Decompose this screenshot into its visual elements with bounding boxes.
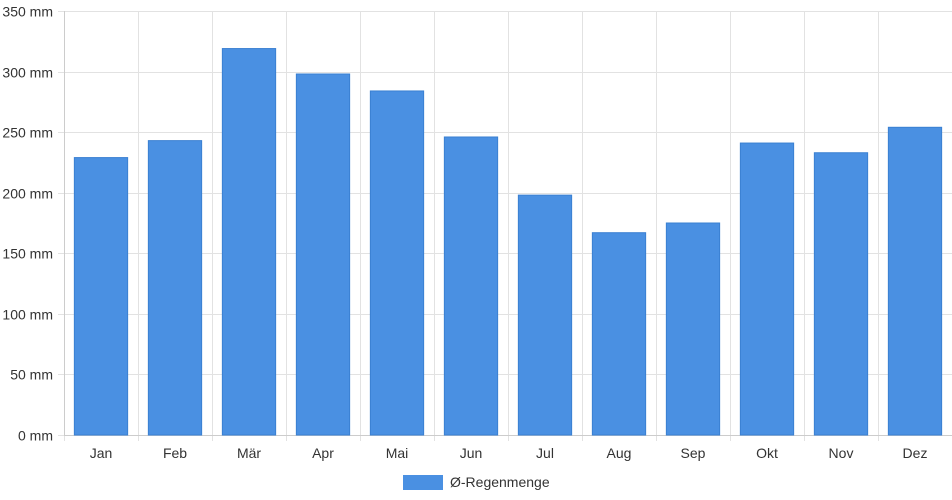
legend: Ø-Regenmenge	[403, 474, 550, 490]
x-tick-label: Okt	[756, 445, 778, 461]
bar[interactable]	[739, 142, 795, 436]
y-tick-label: 100 mm	[2, 307, 53, 323]
bar[interactable]	[73, 157, 129, 436]
bar[interactable]	[813, 152, 869, 436]
bar[interactable]	[369, 90, 425, 436]
bar[interactable]	[295, 73, 351, 436]
x-axis-ticks: Jan Feb Mär Apr Mai Jun Jul Aug Sep Okt Nov Dez	[90, 445, 928, 461]
axes	[64, 11, 952, 436]
y-tick-label: 150 mm	[2, 246, 53, 262]
bar-series	[73, 48, 943, 436]
x-tick-label: Jul	[536, 445, 554, 461]
x-tick-label: Sep	[681, 445, 706, 461]
bar[interactable]	[221, 48, 277, 436]
bar[interactable]	[665, 222, 721, 436]
bar[interactable]	[591, 232, 647, 436]
x-tick-label: Jan	[90, 445, 113, 461]
x-tick-label: Aug	[607, 445, 632, 461]
x-tick-label: Feb	[163, 445, 187, 461]
bar[interactable]	[517, 194, 573, 436]
grid-lines	[58, 11, 952, 441]
x-tick-label: Mär	[237, 445, 261, 461]
y-tick-label: 0 mm	[18, 428, 53, 444]
y-tick-label: 250 mm	[2, 125, 53, 141]
x-tick-label: Apr	[312, 445, 334, 461]
y-tick-label: 300 mm	[2, 65, 53, 81]
bar[interactable]	[147, 140, 203, 436]
y-tick-label: 50 mm	[10, 367, 53, 383]
bar[interactable]	[443, 136, 499, 436]
legend-label: Ø-Regenmenge	[450, 474, 550, 490]
x-tick-label: Jun	[460, 445, 483, 461]
x-tick-label: Nov	[829, 445, 854, 461]
legend-swatch	[403, 475, 443, 490]
x-tick-label: Dez	[903, 445, 928, 461]
x-tick-label: Mai	[386, 445, 409, 461]
y-tick-label: 200 mm	[2, 186, 53, 202]
bar[interactable]	[887, 126, 943, 436]
y-tick-label: 350 mm	[2, 4, 53, 20]
y-axis-ticks: 0 mm 50 mm 100 mm 150 mm 200 mm 250 mm 300 mm 3…	[2, 4, 53, 444]
